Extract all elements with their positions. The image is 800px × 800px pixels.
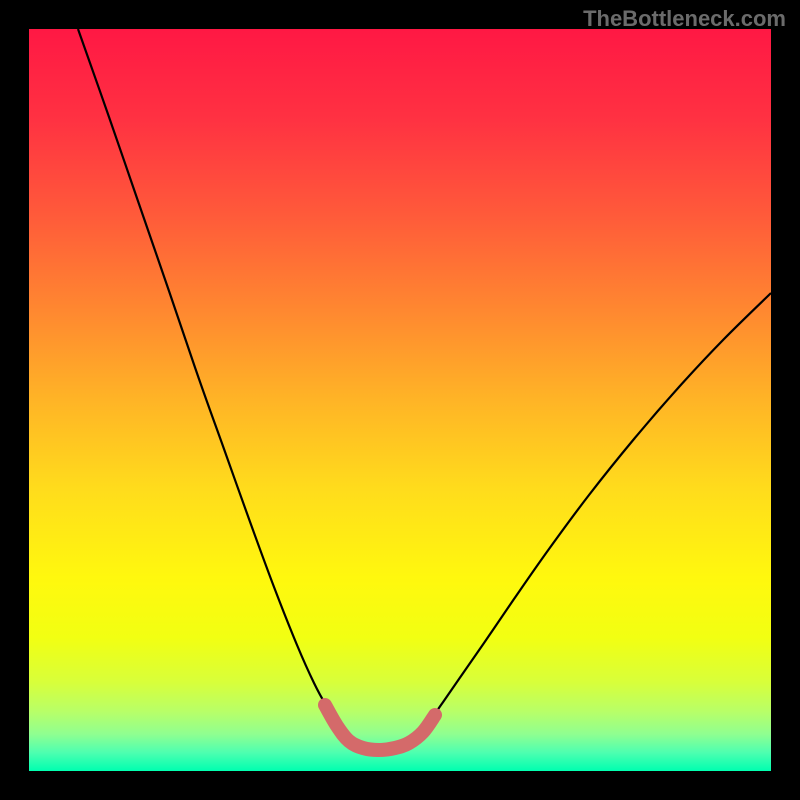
left-valley-curve — [78, 29, 345, 731]
chart-plot-area — [29, 29, 771, 771]
right-valley-curve — [421, 293, 771, 731]
watermark-text: TheBottleneck.com — [583, 6, 786, 32]
chart-curves-layer — [29, 29, 771, 771]
valley-bottom-highlight — [325, 705, 435, 750]
